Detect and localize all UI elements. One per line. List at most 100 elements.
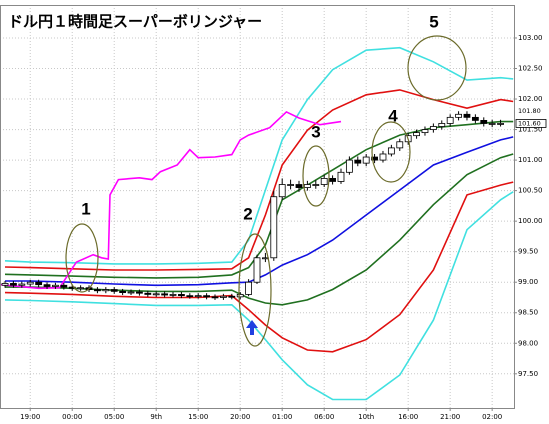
- candle-body: [102, 289, 110, 292]
- candle-body: [110, 289, 118, 292]
- candle-body: [119, 290, 127, 293]
- candle-body: [362, 156, 370, 164]
- highlight-ring: [238, 233, 272, 347]
- candle-body: [312, 184, 320, 186]
- grid: [0, 5, 514, 408]
- candle-body: [18, 283, 26, 286]
- y-tick-label: 102.50: [518, 65, 543, 73]
- annotation: 1: [81, 199, 90, 218]
- candle-body: [60, 284, 68, 288]
- candle-body: [26, 281, 34, 285]
- y-tick-label: 99.00: [518, 278, 538, 286]
- x-tick-label: 20:00: [230, 413, 250, 421]
- candle-body: [287, 184, 294, 186]
- band-line: [0, 110, 342, 290]
- x-tick-label: 21:00: [440, 413, 460, 421]
- x-tick-label: 01:00: [272, 413, 292, 421]
- highlight-ring: [407, 35, 467, 101]
- candle-body: [387, 147, 395, 155]
- axis-labels: 97.5098.0098.5099.0099.50100.00100.50101…: [20, 34, 547, 421]
- candle-body: [278, 184, 286, 198]
- candle-body: [169, 294, 177, 296]
- highlight-ring: [371, 121, 411, 183]
- candle-body: [396, 141, 404, 149]
- candle-body: [270, 196, 278, 259]
- y-tick-label: 102.00: [518, 95, 543, 103]
- candle-body: [320, 178, 328, 185]
- candle-body: [455, 113, 462, 118]
- candle-body: [429, 126, 437, 130]
- band-line: [4, 181, 514, 353]
- candle-body: [228, 295, 236, 298]
- chart-title: ドル円１時間足スーパーボリンジャー: [8, 13, 262, 31]
- band-line: [5, 136, 514, 287]
- y-tick-label: 100.00: [518, 217, 543, 225]
- candle-body: [421, 129, 429, 134]
- candle-body: [236, 294, 244, 298]
- candle-body: [354, 159, 362, 164]
- candle-body: [152, 293, 160, 296]
- x-tick-label: 19:00: [20, 413, 40, 421]
- candle-body: [10, 283, 17, 286]
- plot-frame: [0, 5, 515, 409]
- annotation: 2: [243, 204, 252, 223]
- x-tick-label: 9th: [150, 413, 162, 421]
- candle-body: [220, 295, 227, 298]
- candle-body: [68, 286, 76, 289]
- y-tick-label: 103.00: [518, 34, 543, 42]
- x-tick-label: 02:00: [482, 413, 502, 421]
- price-label: 101.60: [518, 119, 541, 127]
- candle-body: [253, 257, 261, 283]
- x-tick-label: 00:00: [62, 413, 82, 421]
- price-label: 101.80: [518, 107, 541, 115]
- highlight-ring: [302, 145, 330, 207]
- candle-body: [144, 292, 152, 295]
- price-label-box: [515, 119, 547, 128]
- candle-body: [413, 132, 420, 137]
- candle-body: [337, 171, 345, 182]
- highlight-ring: [65, 223, 99, 293]
- x-tick-label: 06:00: [314, 413, 334, 421]
- y-tick-label: 101.00: [518, 156, 543, 164]
- band-line: [4, 191, 514, 401]
- y-tick-label: 100.50: [518, 187, 543, 195]
- candle-body: [178, 294, 185, 297]
- candle-body: [1, 283, 9, 286]
- candle-body: [211, 296, 219, 299]
- candle-body: [471, 116, 479, 121]
- candle-body: [345, 159, 353, 173]
- candle-body: [438, 123, 446, 127]
- candle-body: [127, 291, 135, 294]
- candle-body: [35, 281, 43, 286]
- candles: [1, 111, 504, 300]
- band-line: [4, 89, 514, 271]
- candle-body: [497, 123, 504, 125]
- annotation: 4: [388, 106, 398, 125]
- signal-arrow: [246, 320, 258, 335]
- y-tick-label: 98.50: [518, 309, 538, 317]
- candle-body: [488, 123, 496, 125]
- y-tick-label: 98.00: [518, 339, 538, 347]
- annotation: 5: [429, 12, 438, 31]
- candle-body: [379, 153, 387, 161]
- x-tick-label: 16:00: [398, 413, 418, 421]
- candle-body: [329, 178, 336, 182]
- candle-body: [446, 116, 454, 124]
- candle-body: [52, 284, 59, 287]
- candle-body: [463, 113, 471, 118]
- candle-body: [94, 289, 101, 292]
- candle-body: [245, 281, 253, 295]
- candle-body: [480, 120, 488, 124]
- annotation: 3: [311, 122, 320, 141]
- y-tick-label: 101.50: [518, 126, 543, 134]
- candle-body: [261, 257, 269, 260]
- candle-body: [194, 295, 202, 298]
- candle-body: [203, 295, 211, 298]
- candle-body: [371, 156, 378, 161]
- candle-body: [43, 284, 51, 287]
- candle-body: [186, 295, 194, 298]
- y-tick-label: 97.50: [518, 370, 538, 378]
- candle-body: [77, 287, 85, 290]
- candle-body: [136, 291, 143, 294]
